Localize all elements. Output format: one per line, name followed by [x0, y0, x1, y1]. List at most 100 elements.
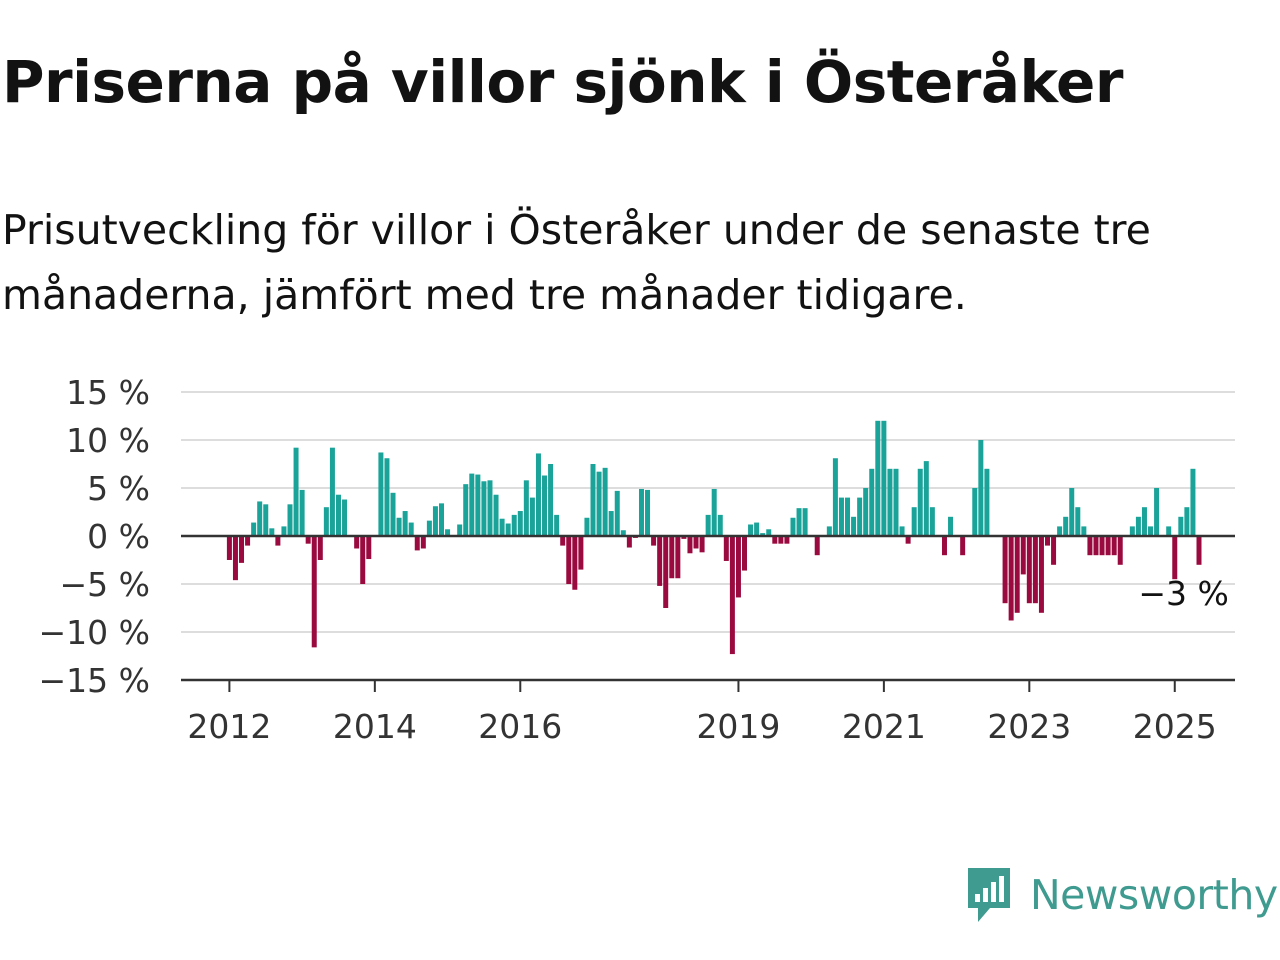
bar-negative [693, 536, 699, 549]
bar-positive [287, 504, 293, 536]
bar-negative [566, 536, 572, 584]
bar-positive [548, 464, 554, 536]
bar-negative [578, 536, 584, 570]
brand-name: Newsworthy [1030, 871, 1278, 919]
bar-negative [1020, 536, 1026, 575]
bar-positive [869, 468, 875, 536]
bar-negative [675, 536, 681, 579]
bar-negative [681, 536, 687, 539]
bar-positive [1166, 526, 1172, 536]
bar-positive [469, 473, 475, 536]
bar-positive [832, 458, 838, 536]
bar-positive [251, 522, 257, 536]
x-tick-label: 2012 [187, 707, 271, 746]
bar-negative [687, 536, 693, 554]
bar-negative [626, 536, 632, 548]
y-tick-label: −15 % [39, 661, 151, 700]
bar-positive [1184, 507, 1190, 536]
bar-positive [269, 528, 275, 536]
bar-positive [875, 420, 881, 536]
bar-positive [1069, 488, 1075, 536]
bar-positive [614, 490, 620, 536]
bar-positive [402, 511, 408, 536]
bar-positive [802, 508, 808, 536]
bar-negative [275, 536, 281, 546]
bar-negative [1002, 536, 1008, 604]
bar-positive [911, 507, 917, 536]
bar-positive [281, 526, 287, 536]
x-tick-label: 2021 [842, 707, 926, 746]
axes [181, 534, 1235, 682]
bar-negative [1051, 536, 1057, 565]
bar-positive [257, 501, 263, 536]
bar-positive [499, 518, 505, 536]
bar-negative [1111, 536, 1117, 556]
bar-positive [535, 453, 541, 536]
bar-negative [657, 536, 663, 586]
bar-positive [529, 497, 535, 536]
bar-positive [760, 533, 766, 536]
newsworthy-logo-icon [968, 868, 1010, 922]
bar-negative [651, 536, 657, 546]
bar-positive [796, 508, 802, 536]
bar-positive [645, 489, 651, 536]
bar-negative [360, 536, 366, 584]
y-tick-label: −5 % [60, 565, 151, 604]
bar-positive [602, 467, 608, 536]
bar-positive [1141, 507, 1147, 536]
x-tick-label: 2016 [478, 707, 562, 746]
bar-negative [226, 536, 232, 560]
bar-positive [390, 492, 396, 536]
y-tick-label: 10 % [66, 421, 150, 460]
bar-positive [857, 497, 863, 536]
bar-negative [1172, 536, 1178, 580]
bar-positive [263, 504, 269, 536]
bar-positive [711, 488, 717, 536]
bar-negative [772, 536, 778, 544]
bar-positive [463, 484, 469, 536]
bar-negative [420, 536, 426, 549]
bar-negative [778, 536, 784, 544]
bar-positive [378, 452, 384, 536]
bar-positive [439, 503, 444, 536]
bar-positive [1057, 526, 1063, 536]
bar-positive [748, 524, 754, 536]
bar-positive [511, 514, 517, 536]
bar-negative [729, 536, 735, 655]
bar-positive [984, 468, 990, 536]
bar-negative [1093, 536, 1099, 556]
bar-negative [317, 536, 323, 560]
bars [226, 420, 1202, 655]
bar-positive [638, 488, 644, 536]
bar-positive [893, 468, 899, 536]
bar-negative [669, 536, 675, 579]
bar-negative [366, 536, 372, 560]
bar-positive [517, 511, 523, 536]
bar-positive [790, 517, 796, 536]
bar-positive [1075, 507, 1081, 536]
bar-negative [354, 536, 360, 549]
bar-negative [1105, 536, 1111, 556]
bar-negative [305, 536, 311, 544]
bar-positive [505, 523, 511, 536]
bar-positive [717, 514, 723, 536]
gridlines [181, 391, 1235, 633]
last-value-label: −3 % [1138, 574, 1229, 613]
x-tick-label: 2025 [1133, 707, 1217, 746]
bar-positive [1190, 468, 1196, 536]
bar-positive [408, 522, 414, 536]
bar-negative [1087, 536, 1093, 556]
bar-positive [863, 488, 869, 536]
bar-positive [978, 440, 984, 536]
bar-positive [929, 507, 935, 536]
annotations: −3 % [1138, 574, 1229, 613]
bar-positive [1135, 516, 1141, 536]
bar-positive [972, 488, 978, 536]
bar-positive [584, 517, 590, 536]
bar-positive [887, 468, 893, 536]
bar-positive [523, 480, 529, 536]
bar-positive [838, 497, 844, 536]
y-axis-labels: 15 % 10 % 5 % 0 % −5 % −10 % −15 % [39, 373, 151, 700]
bar-positive [342, 499, 348, 536]
bar-negative [1196, 536, 1202, 565]
